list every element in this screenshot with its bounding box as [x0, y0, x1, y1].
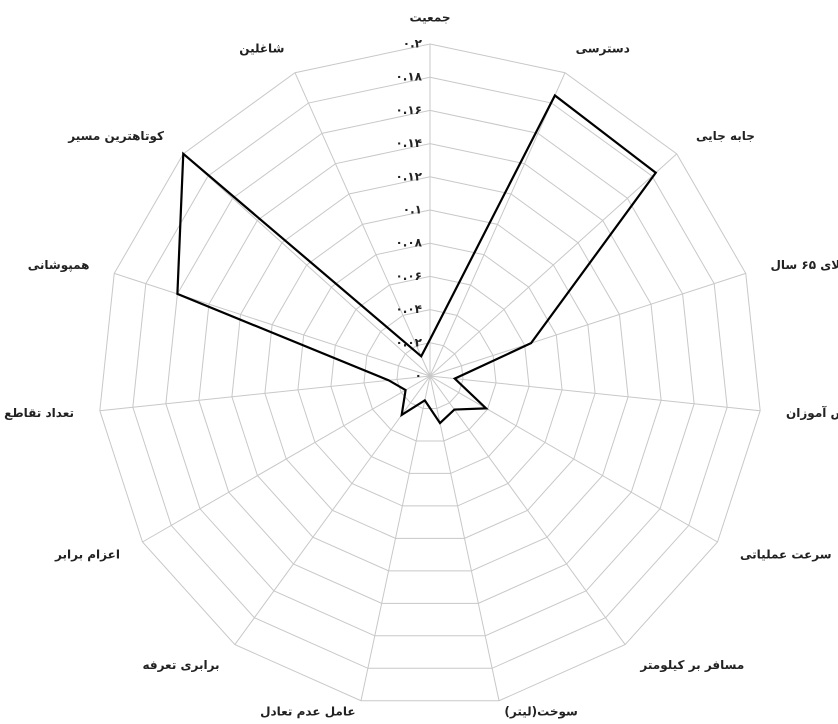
grid-ring	[198, 143, 662, 604]
y-tick-label: ۰.۱۸	[395, 70, 422, 84]
axis-spoke	[99, 375, 431, 412]
grid-ring	[132, 76, 728, 669]
axis-spoke	[429, 272, 746, 377]
category-label: جابه جایی	[696, 129, 755, 143]
axis-spoke	[294, 72, 431, 377]
axis-spoke	[429, 375, 500, 701]
category-label: اعزام برابر	[54, 548, 120, 563]
category-label: دسترسی	[576, 41, 630, 55]
grid-ring	[363, 309, 497, 442]
axis-spoke	[429, 375, 626, 645]
category-label: کوتاهترین مسیر	[67, 129, 164, 144]
grid-ring	[231, 176, 629, 572]
y-tick-label: ۰.۱۲	[395, 169, 422, 183]
category-label: سوخت(لیتر)	[504, 705, 577, 720]
grid-ring	[297, 242, 563, 507]
axis-spoke	[182, 153, 431, 377]
category-label: شاغلین	[239, 41, 284, 55]
y-tick-label: ۰.۱	[403, 203, 422, 217]
axis-spoke	[142, 375, 431, 543]
axis-spoke	[429, 72, 566, 377]
grid-ring	[99, 43, 761, 702]
category-label: سرعت عملیاتی	[740, 548, 832, 562]
category-label: مسافر بر کیلومتر	[639, 658, 744, 673]
y-tick-label: ۰.۱۶	[395, 103, 422, 117]
grid-ring	[330, 275, 530, 474]
category-label: تعداد تقاطع ها	[0, 406, 74, 420]
category-label: عامل عدم تعادل	[260, 705, 355, 720]
axis-spoke	[360, 375, 431, 701]
data-line	[176, 93, 658, 425]
y-tick-label: ۰.۰۶	[395, 269, 422, 283]
axis-spoke	[429, 153, 678, 377]
category-label: بالای ۶۵ سال	[770, 258, 838, 272]
axis-spoke	[234, 375, 431, 645]
grid-ring	[264, 209, 596, 539]
y-tick-label: ۰.۲	[403, 37, 423, 51]
grid-ring	[165, 109, 695, 637]
y-tick-label: ۰.۰۴	[395, 302, 422, 316]
y-tick-label: ۰	[415, 369, 422, 383]
axis-spoke	[429, 375, 761, 412]
y-tick-label: ۰.۱۴	[395, 136, 422, 150]
category-label: همپوشانی	[28, 258, 90, 273]
category-label: جمعیت	[409, 11, 450, 25]
category-label: دانش آموزان	[786, 405, 838, 421]
axis-spoke	[114, 272, 431, 377]
y-tick-label: ۰.۰۸	[395, 236, 422, 250]
axis-spoke	[429, 375, 718, 543]
category-label: برابری تعرفه	[142, 658, 219, 672]
